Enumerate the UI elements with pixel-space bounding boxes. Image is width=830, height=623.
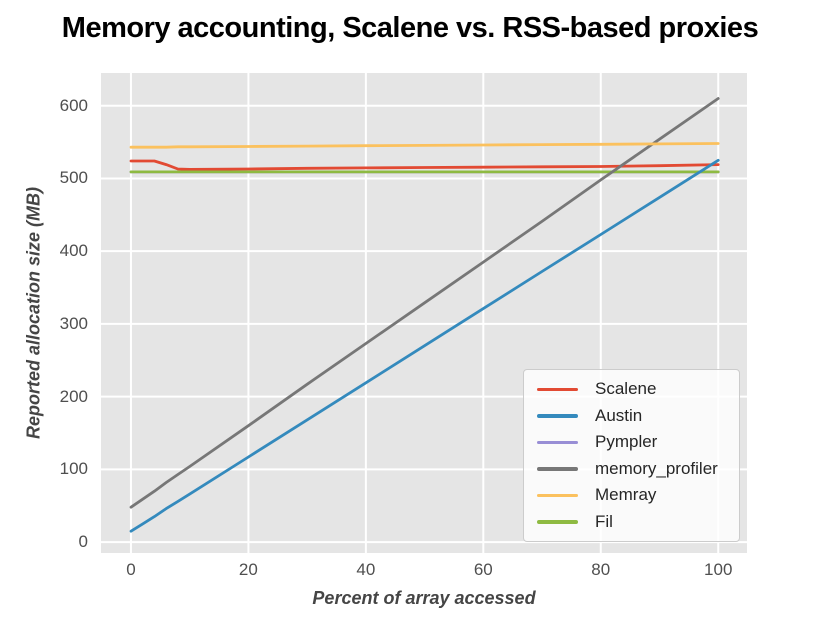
legend-line-swatch <box>537 493 578 497</box>
legend-line-swatch <box>537 440 578 444</box>
legend-label: Scalene <box>595 379 657 399</box>
legend-line-swatch <box>537 414 578 418</box>
legend-label: Memray <box>595 485 657 505</box>
legend-line-swatch <box>537 520 578 524</box>
legend-label: Austin <box>595 405 643 425</box>
x-tick-label: 60 <box>473 560 493 579</box>
chart-title: Memory accounting, Scalene vs. RSS-based… <box>61 12 759 44</box>
legend-item-Scalene: Scalene <box>531 376 735 403</box>
legend-line-swatch <box>537 467 578 471</box>
legend-item-Fil: Fil <box>531 509 735 536</box>
plot-area <box>101 73 747 553</box>
series-line-memory_profiler <box>129 97 720 509</box>
legend-line-swatch <box>537 387 578 391</box>
series-line-Austin <box>129 158 720 533</box>
y-tick-label: 0 <box>78 532 88 552</box>
x-tick-label: 80 <box>591 560 611 579</box>
legend-item-memory_profiler: memory_profiler <box>531 456 735 483</box>
legend-item-Memray: Memray <box>531 482 735 509</box>
y-tick-label: 400 <box>59 241 88 261</box>
y-axis-label: Reported allocation size (MB) <box>23 186 44 440</box>
legend-label: memory_profiler <box>595 458 718 478</box>
y-tick-label: 300 <box>59 313 88 333</box>
x-tick-label: 100 <box>704 560 733 579</box>
legend-label: Pympler <box>595 432 658 452</box>
y-tick-label: 600 <box>59 95 88 115</box>
y-tick-label: 200 <box>59 386 88 406</box>
x-tick-label: 40 <box>356 560 376 579</box>
x-axis-label: Percent of array accessed <box>312 588 536 608</box>
y-tick-label: 100 <box>59 459 88 479</box>
legend: Scalene Austin Pympler memory_profiler Memra… <box>523 369 740 542</box>
legend-label: Fil <box>595 511 613 531</box>
legend-item-Austin: Austin <box>531 403 735 430</box>
x-tick-label: 20 <box>238 560 258 579</box>
series-line-Scalene <box>129 159 720 171</box>
x-tick-label: 0 <box>126 560 136 579</box>
legend-item-Pympler: Pympler <box>531 429 735 456</box>
plot-canvas <box>101 73 747 553</box>
y-tick-label: 500 <box>59 168 88 188</box>
series-line-Memray <box>129 142 720 149</box>
